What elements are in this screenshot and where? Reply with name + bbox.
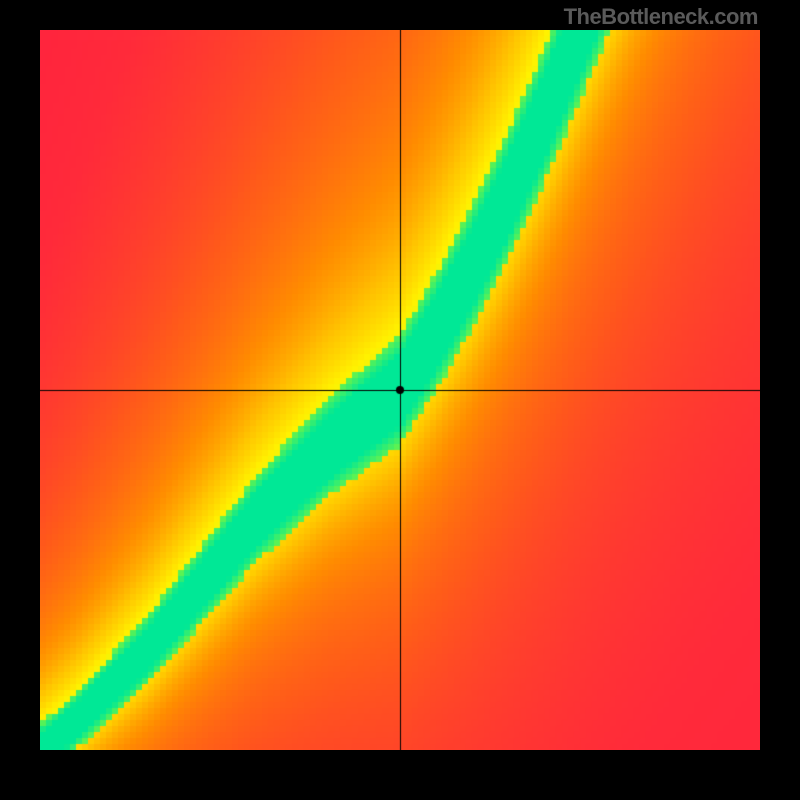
- watermark-text: TheBottleneck.com: [564, 4, 758, 30]
- chart-container: TheBottleneck.com: [0, 0, 800, 800]
- bottleneck-heatmap: [40, 30, 760, 750]
